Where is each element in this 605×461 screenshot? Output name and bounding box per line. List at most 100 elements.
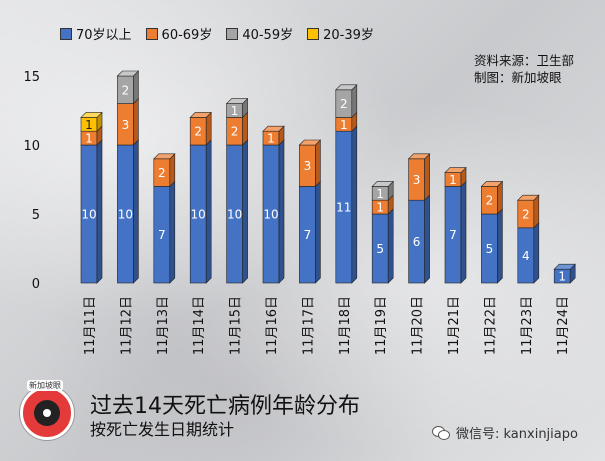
data-label: 1 — [85, 132, 93, 146]
data-label: 1 — [231, 104, 239, 118]
x-tick-label: 11月24日 — [556, 296, 571, 355]
x-tick-label: 11月15日 — [229, 296, 244, 355]
data-label: 2 — [122, 83, 130, 97]
data-label: 10 — [191, 208, 206, 222]
data-label: 1 — [558, 270, 566, 284]
x-tick-label: 11月17日 — [301, 296, 316, 355]
source-note: 资料来源：卫生部 制图：新加坡眼 — [474, 52, 574, 86]
legend-label: 40-59岁 — [242, 28, 294, 43]
bar-top — [80, 112, 103, 118]
legend-swatch — [226, 27, 239, 40]
bar-segment-side — [315, 139, 321, 188]
bar-top — [553, 263, 576, 270]
camera-eye-logo-icon — [20, 386, 74, 440]
legend-swatch — [145, 27, 158, 40]
data-label: 6 — [413, 235, 421, 249]
x-tick-label: 11月19日 — [374, 296, 389, 355]
bar-segment-side — [351, 84, 358, 119]
bar-top — [335, 84, 358, 91]
wechat-id: 微信号: kanxinjiapo — [432, 423, 578, 442]
x-tick-label: 11月21日 — [447, 296, 462, 355]
legend-swatch — [307, 27, 320, 40]
bar-segment-side — [424, 194, 430, 284]
bar-segment-side — [497, 208, 503, 284]
data-label: 2 — [486, 194, 494, 208]
data-label: 1 — [376, 201, 384, 215]
bar-segment-side — [533, 194, 540, 229]
x-tick-label: 11月18日 — [338, 296, 353, 355]
data-label: 4 — [522, 249, 530, 263]
data-label: 7 — [304, 228, 312, 242]
bar-segment-side — [315, 180, 321, 284]
bar-segment-side — [133, 97, 139, 146]
bar-top — [444, 167, 467, 173]
bar-segment-side — [242, 139, 248, 284]
data-label: 5 — [486, 242, 494, 256]
chart-subtitle: 按死亡发生日期统计 — [90, 420, 235, 439]
bar-top — [189, 112, 212, 118]
credit-line: 制图：新加坡眼 — [474, 70, 562, 85]
bar-segment-side — [133, 139, 139, 284]
bar-segment-side — [96, 139, 103, 284]
data-label: 10 — [81, 208, 96, 222]
y-tick-label: 15 — [23, 70, 40, 85]
y-tick-label: 10 — [23, 139, 40, 154]
bar-segment-side — [460, 180, 467, 284]
bar-segment-side — [205, 111, 212, 146]
legend-item-20-39: 20-39岁 — [307, 24, 374, 43]
bar-segment-side — [242, 111, 248, 146]
chart-title: 过去14天死亡病例年龄分布 — [90, 394, 360, 419]
bar-top — [262, 125, 285, 132]
data-label: 10 — [118, 208, 133, 222]
bar-segment-side — [387, 208, 394, 284]
data-label: 2 — [158, 166, 166, 180]
data-label: 2 — [231, 125, 239, 139]
bar-top — [116, 70, 140, 77]
logo-text: 新加坡眼 — [27, 380, 63, 391]
data-label: 3 — [122, 118, 130, 132]
bar-segment-side — [533, 222, 540, 284]
logo-lens — [34, 400, 60, 426]
bar-top — [407, 153, 431, 160]
x-tick-label: 11月12日 — [119, 296, 134, 355]
bar-segment-side — [133, 70, 139, 105]
legend-label: 70岁以上 — [76, 28, 132, 43]
y-tick-label: 5 — [32, 208, 40, 223]
x-tick-label: 11月13日 — [156, 296, 171, 355]
legend-item-40-59: 40-59岁 — [226, 24, 293, 43]
data-label: 2 — [522, 208, 530, 222]
data-label: 2 — [194, 125, 202, 139]
bar-top — [225, 98, 249, 104]
data-label: 7 — [449, 228, 457, 242]
x-tick-label: 11月11日 — [83, 296, 98, 355]
data-label: 2 — [340, 97, 348, 111]
bar-segment-side — [424, 153, 430, 201]
bar-segment-side — [497, 180, 503, 215]
bar-top — [153, 153, 176, 160]
data-label: 1 — [267, 132, 275, 146]
bar-segment-side — [205, 139, 212, 284]
x-tick-label: 11月22日 — [483, 296, 498, 355]
wechat-label: 微信号: kanxinjiapo — [456, 427, 578, 442]
x-tick-label: 11月14日 — [192, 296, 207, 355]
legend-swatch — [60, 27, 72, 40]
y-tick-label: 0 — [32, 277, 40, 292]
legend: 70岁以上 60-69岁 40-59岁 20-39岁 — [60, 24, 374, 43]
data-label: 3 — [413, 173, 421, 187]
bar-segment-side — [278, 139, 285, 284]
x-tick-label: 11月20日 — [411, 296, 426, 355]
data-label: 10 — [227, 208, 242, 222]
data-label: 1 — [376, 187, 384, 201]
legend-label: 60-69岁 — [161, 28, 213, 43]
x-tick-label: 11月16日 — [265, 296, 280, 355]
x-tick-label: 11月23日 — [520, 296, 535, 355]
legend-label: 20-39岁 — [323, 28, 374, 43]
bar-top — [480, 181, 504, 187]
wechat-icon — [432, 425, 450, 440]
legend-item-70plus: 70岁以上 — [60, 24, 132, 43]
bar-segment-side — [351, 125, 358, 284]
data-label: 1 — [449, 173, 457, 187]
data-label: 1 — [85, 118, 93, 132]
bar-top — [298, 139, 322, 146]
